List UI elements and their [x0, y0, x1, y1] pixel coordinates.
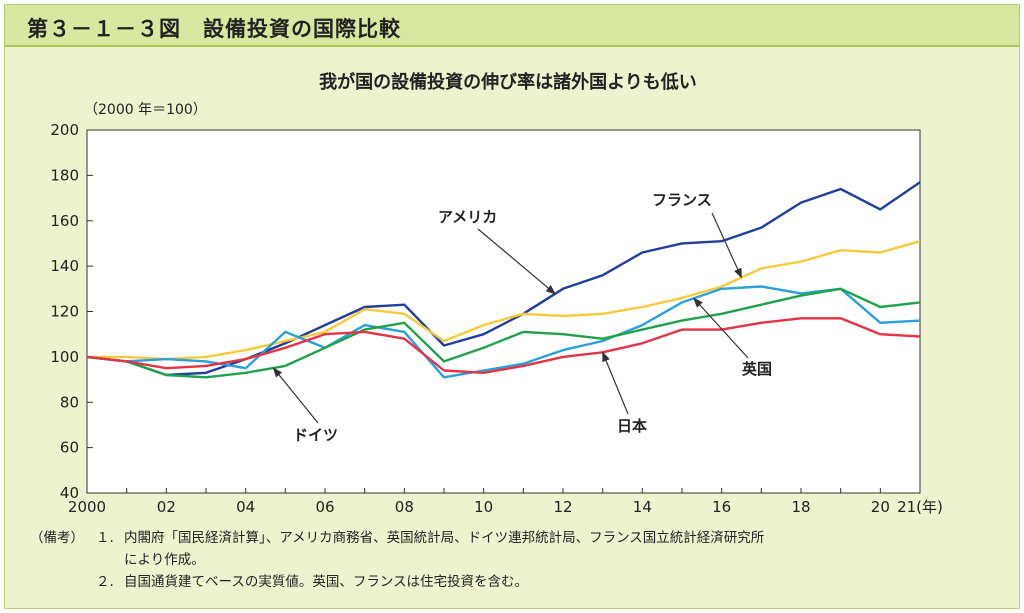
note-2-line-1: 自国通貨建てベースの実質値。英国、フランスは住宅投資を含む。 [124, 574, 529, 590]
y-tick-label: 140 [50, 257, 79, 275]
note-1-number: １. [96, 530, 114, 546]
figure-header: 第３－１－３図 設備投資の国際比較 [5, 5, 1019, 47]
x-tick-label: 08 [395, 498, 414, 516]
chart-title: 我が国の設備投資の伸び率は諸外国よりも低い [319, 72, 697, 93]
x-tick-label: 12 [553, 498, 572, 516]
x-tick-label: 02 [157, 498, 176, 516]
note-2-number: ２. [96, 574, 114, 590]
y-tick-label: 160 [50, 212, 79, 230]
y-tick-label: 120 [50, 303, 79, 321]
y-tick-label: 100 [50, 348, 79, 366]
y-tick-label: 180 [50, 166, 79, 184]
series-line [86, 285, 921, 379]
x-tick-label: 16 [712, 498, 731, 516]
plot-area [86, 129, 921, 494]
annotation-arrow [272, 367, 319, 424]
annotation-arrow [477, 228, 556, 295]
x-tick-label: 18 [791, 498, 810, 516]
x-tick-label: 06 [315, 498, 334, 516]
series-annotation-label: フランス [652, 191, 712, 209]
figure-title: 第３－１－３図 設備投資の国際比較 [27, 17, 401, 41]
note-1-line-2: により作成。 [124, 552, 205, 568]
y-tick-label: 80 [60, 393, 79, 411]
annotation-arrow [602, 351, 629, 415]
annotation-arrow [693, 297, 749, 359]
series-annotation-label: ドイツ [293, 426, 338, 444]
series-annotation-label: アメリカ [438, 208, 497, 226]
y-unit-label: （2000 年＝100） [84, 102, 207, 118]
y-tick-label: 200 [50, 121, 79, 139]
x-tick-label: 2000 [68, 498, 106, 516]
annotation-arrow [711, 212, 743, 279]
x-tick-label: 04 [236, 498, 255, 516]
x-tick-label: 14 [633, 498, 652, 516]
series-annotation-label: 日本 [617, 417, 647, 435]
series-annotation-label: 英国 [742, 360, 772, 378]
series-line [87, 240, 921, 361]
x-tick-label: 21(年) [897, 498, 943, 516]
x-tick-label: 10 [474, 498, 493, 516]
series-line [86, 287, 921, 379]
notes-label: （備考） [30, 530, 84, 546]
note-1-line-1: 内閣府「国民経済計算」、アメリカ商務省、英国統計局、ドイツ連邦統計局、フランス国… [124, 530, 765, 546]
series-line [86, 317, 921, 374]
y-tick-label: 60 [60, 439, 79, 457]
x-tick-label: 20 [871, 498, 890, 516]
y-tick-label: 40 [60, 484, 79, 502]
